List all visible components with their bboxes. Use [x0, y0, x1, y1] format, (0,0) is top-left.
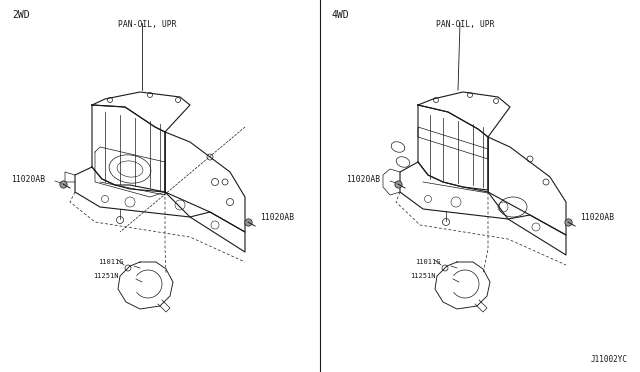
Text: J11002YC: J11002YC — [591, 355, 628, 364]
Text: 11020AB: 11020AB — [11, 174, 45, 183]
Text: 11020AB: 11020AB — [346, 174, 380, 183]
Text: 11011G: 11011G — [415, 259, 440, 265]
Text: 11020AB: 11020AB — [580, 212, 614, 221]
Text: PAN-OIL, UPR: PAN-OIL, UPR — [118, 20, 177, 29]
Text: 4WD: 4WD — [332, 10, 349, 20]
Text: 11020AB: 11020AB — [260, 212, 294, 221]
Text: 11011G: 11011G — [98, 259, 124, 265]
Text: PAN-OIL, UPR: PAN-OIL, UPR — [436, 20, 495, 29]
Text: 11251N: 11251N — [93, 273, 118, 279]
Text: 11251N: 11251N — [410, 273, 435, 279]
Text: 2WD: 2WD — [12, 10, 29, 20]
